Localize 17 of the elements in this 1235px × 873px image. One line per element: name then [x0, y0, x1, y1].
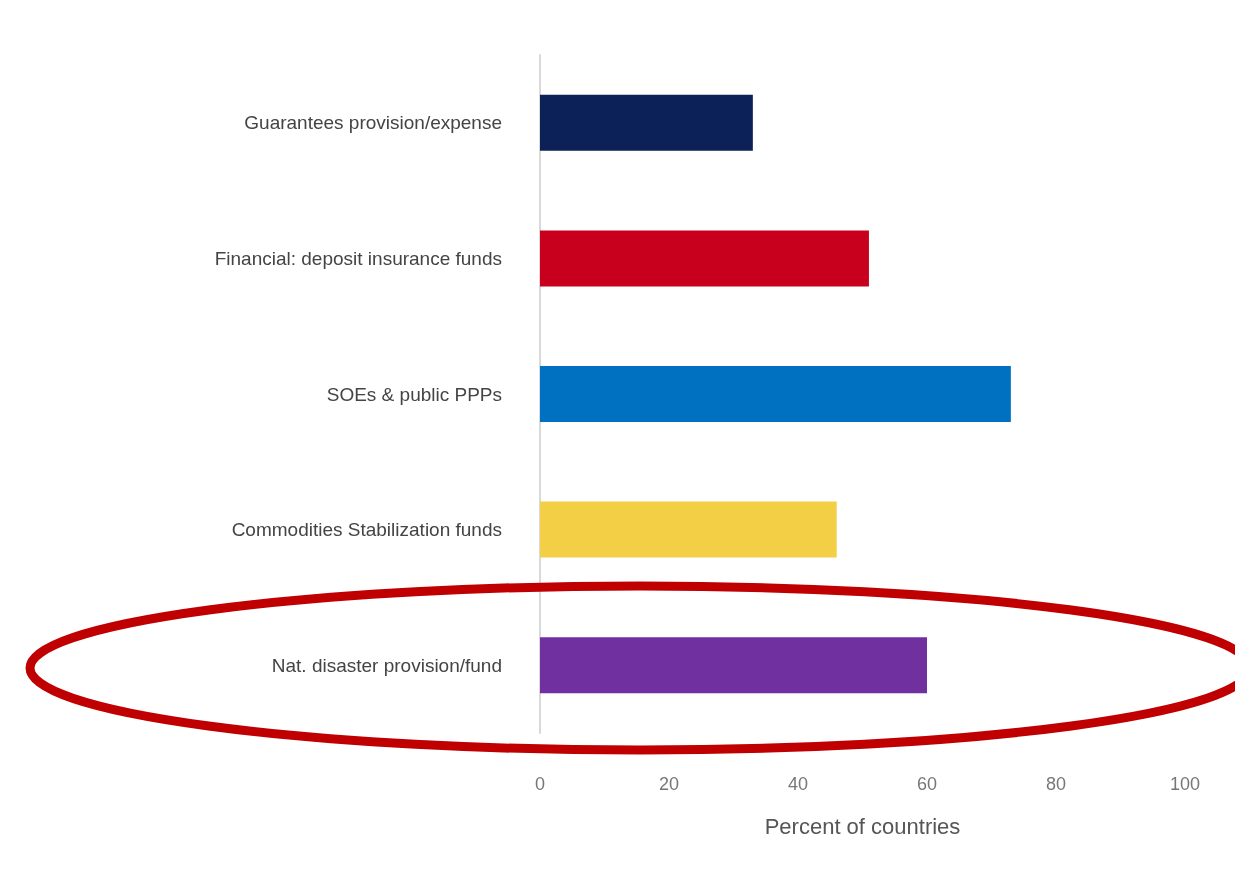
- bar: [540, 501, 837, 558]
- y-tick-label: Guarantees provision/expense: [244, 112, 502, 134]
- x-axis-title: Percent of countries: [764, 813, 961, 839]
- bar: [540, 366, 1011, 422]
- y-tick-label: Financial: deposit insurance funds: [214, 247, 502, 269]
- x-tick-label: 40: [787, 774, 809, 794]
- x-tick-label: 0: [534, 774, 546, 794]
- y-tick-label: Nat. disaster provision/fund: [271, 654, 502, 676]
- x-tick-label: 60: [916, 774, 938, 794]
- x-tick-label: 80: [1045, 774, 1067, 794]
- bar: [540, 230, 869, 287]
- bar: [540, 94, 753, 151]
- y-tick-label: Commodities Stabilization funds: [231, 519, 502, 541]
- bar: [540, 637, 927, 694]
- y-tick-label: SOEs & public PPPs: [326, 383, 502, 405]
- x-tick-label: 20: [658, 774, 680, 794]
- x-tick-label: 100: [1169, 774, 1201, 794]
